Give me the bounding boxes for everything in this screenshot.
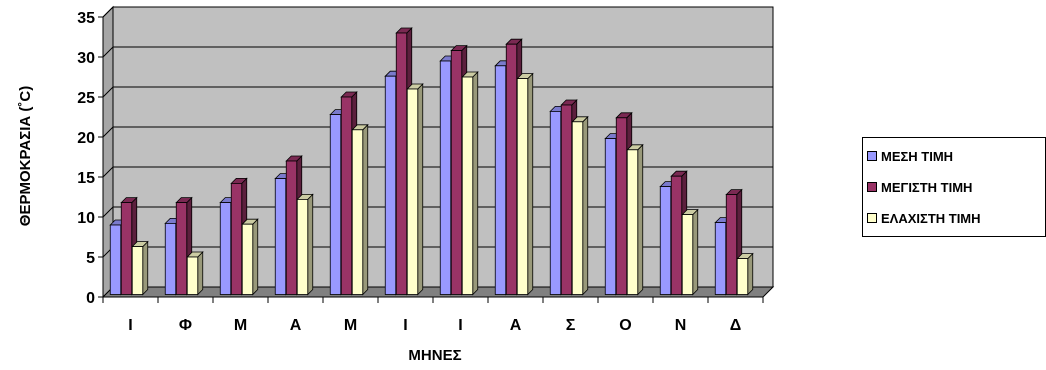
bar-min-2 — [186, 251, 204, 296]
bar-min-4 — [296, 193, 314, 296]
legend-item-mean: ΜΕΣΗ ΤΙΜΗ — [867, 147, 953, 165]
legend-swatch-mean — [867, 151, 877, 161]
bar-min-1 — [131, 240, 149, 296]
bar-min-5 — [351, 123, 369, 296]
y-tick-label: 20 — [77, 130, 95, 147]
x-axis-title: ΜΗΝΕΣ — [408, 347, 461, 364]
bar-min-3 — [241, 218, 259, 296]
axes — [98, 16, 764, 303]
x-tick-label: Μ — [234, 317, 247, 334]
legend-item-max: ΜΕΓΙΣΤΗ ΤΙΜΗ — [867, 178, 972, 196]
x-tick-label: Ι — [403, 317, 407, 334]
y-tick-labels: 0 5 10 15 20 25 30 35 — [77, 10, 95, 307]
bar-min-11 — [681, 208, 699, 296]
legend-swatch-max — [867, 182, 877, 192]
legend-label-max: ΜΕΓΙΣΤΗ ΤΙΜΗ — [881, 179, 973, 195]
y-tick-label: 15 — [77, 170, 95, 187]
bar-min-12 — [736, 252, 754, 296]
x-tick-label: Σ — [566, 317, 576, 334]
y-tick-label: 10 — [77, 210, 95, 227]
legend: ΜΕΣΗ ΤΙΜΗ ΜΕΓΙΣΤΗ ΤΙΜΗ ΕΛΑΧΙΣΤΗ ΤΙΜΗ — [862, 137, 1046, 237]
x-tick-label: Α — [290, 317, 302, 334]
legend-item-min: ΕΛΑΧΙΣΤΗ ΤΙΜΗ — [867, 209, 981, 227]
x-tick-label: Ν — [675, 317, 687, 334]
y-tick-label: 35 — [77, 10, 95, 27]
x-tick-label: Ι — [458, 317, 462, 334]
y-tick-label: 30 — [77, 50, 95, 67]
legend-label-mean: ΜΕΣΗ ΤΙΜΗ — [881, 148, 954, 164]
gridline — [102, 46, 773, 58]
bar-min-6 — [406, 83, 424, 296]
y-tick-label: 5 — [86, 250, 95, 267]
legend-label-min: ΕΛΑΧΙΣΤΗ ΤΙΜΗ — [881, 210, 981, 226]
x-tick-label: Ο — [619, 317, 631, 334]
y-axis-title: ΘΕΡΜΟΚΡΑΣΙΑ (˚C) — [17, 86, 34, 226]
bars — [109, 27, 754, 296]
gridline — [102, 6, 773, 18]
x-tick-label: Ι — [128, 317, 132, 334]
x-tick-label: Μ — [344, 317, 357, 334]
y-tick-label: 0 — [86, 290, 95, 307]
bar-min-8 — [516, 72, 534, 296]
bar-min-10 — [626, 143, 644, 296]
x-tick-label: Φ — [179, 317, 192, 334]
bar-min-9 — [571, 115, 589, 296]
x-tick-label: Δ — [730, 317, 742, 334]
legend-swatch-min — [867, 213, 877, 223]
x-tick-label: Α — [510, 317, 522, 334]
y-tick-label: 25 — [77, 90, 95, 107]
gridline — [102, 86, 773, 98]
bar-min-7 — [461, 71, 479, 296]
